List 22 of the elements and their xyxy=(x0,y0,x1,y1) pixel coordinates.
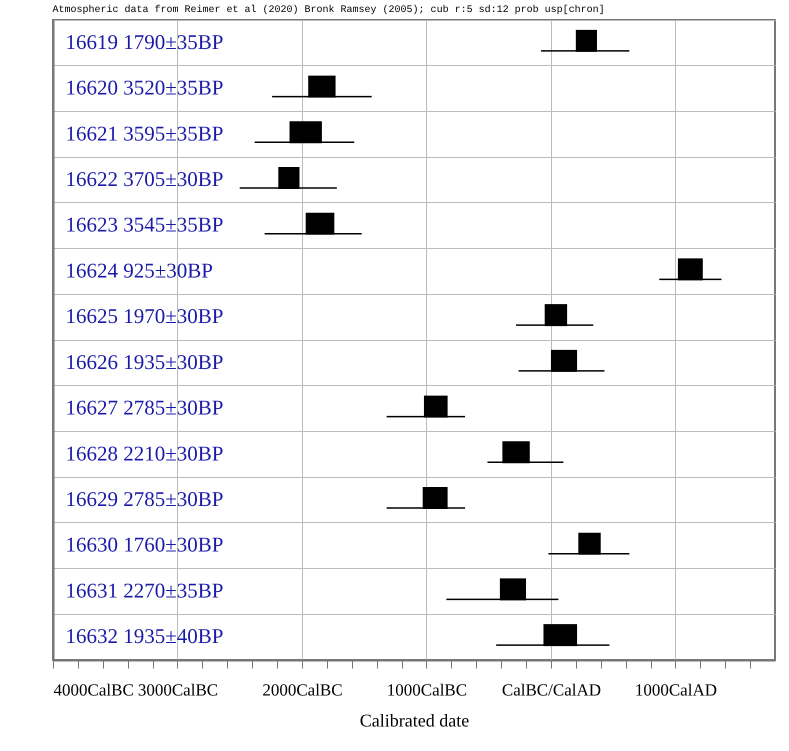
x-tick-label: 2000CalBC xyxy=(262,680,343,700)
x-tick-label: 1000CalAD xyxy=(634,680,717,700)
y-tick-label: 16621 3595±35BP xyxy=(66,121,224,146)
y-tick-label: 16629 2785±30BP xyxy=(66,487,224,511)
y-tick-label: 16620 3520±35BP xyxy=(66,76,224,100)
y-tick-label: 16626 1935±30BP xyxy=(66,350,224,374)
x-tick-label: 3000CalBC xyxy=(138,680,218,700)
x-tick-label: 1000CalBC xyxy=(386,680,468,700)
y-tick-label: 16631 2270±35BP xyxy=(66,578,224,602)
x-tick-label: 4000CalBC xyxy=(54,680,134,700)
y-tick-label: 16625 1970±30BP xyxy=(66,304,224,328)
y-tick-label: 16632 1935±40BP xyxy=(66,624,224,648)
x-tick-label: CalBC/CalAD xyxy=(502,680,602,700)
y-tick-label: 16622 3705±30BP xyxy=(66,167,224,191)
y-tick-label: 16627 2785±30BP xyxy=(66,396,224,420)
x-axis-title: Calibrated date xyxy=(360,710,470,730)
y-tick-label: 16619 1790±35BP xyxy=(66,30,224,54)
y-tick-label: 16630 1760±30BP xyxy=(66,532,224,557)
chart-title: Atmospheric data from Reimer et al (2020) Bronk Ramsey (2005); cub r:5 sd:12 prob usp[chron] xyxy=(52,4,605,16)
y-tick-label: 16624 925±30BP xyxy=(66,258,213,282)
y-tick-label: 16623 3545±35BP xyxy=(66,212,224,237)
y-tick-label: 16628 2210±30BP xyxy=(66,441,224,466)
